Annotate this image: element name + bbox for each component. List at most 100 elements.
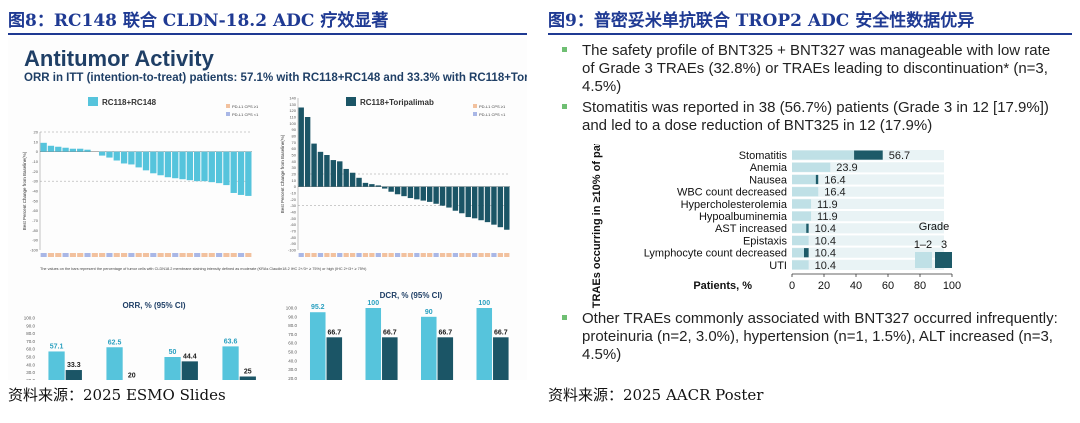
cps-marker [504,253,510,257]
cps-marker [106,253,113,257]
waterfall-bar [298,107,304,187]
legend-title: Grade [919,221,950,233]
cps-marker [459,253,465,257]
legend-swatch [346,97,356,106]
data-label: 100 [478,300,490,307]
tick-label: -100 [30,248,39,253]
legend-label: 1–2 [914,239,932,251]
grouped-bar [48,351,65,380]
tick-label: -70 [32,218,39,223]
legend-label: RC118+RC148 [102,98,157,107]
antitumor-slide: Antitumor Activity ORR in ITT (intention… [8,38,527,380]
mini-legend-swatch [473,104,477,108]
data-label: 57.1 [50,343,64,350]
left-source: 资料来源：2025 ESMO Slides [8,386,226,404]
cps-marker [394,253,401,257]
right-title-rule [548,33,1072,35]
grouped-bar [239,376,256,380]
grouped-bar [222,346,239,380]
grouped-bar [493,337,509,380]
category-label: Epistaxis [743,235,788,247]
grade3-bar [806,223,809,233]
tick-label: -70 [290,229,297,234]
waterfall-bar [317,151,324,187]
safety-poster: The safety profile of BNT325 + BNT327 wa… [548,38,1072,380]
category-label: AST increased [715,223,787,235]
grade12-bar [792,162,831,172]
total-label: 10.4 [815,260,836,272]
row-background [792,235,944,246]
tick-label: 50 [292,153,297,158]
tick-label: 40 [292,159,297,164]
cps-marker [362,253,369,257]
cps-marker [55,253,62,257]
chart-title: DCR, % (95% CI) [380,291,443,300]
data-label: 66.7 [327,329,341,336]
waterfall-bar [484,186,491,223]
cps-marker [375,253,381,257]
bullet-square-icon [562,315,567,320]
grade3-bar [815,174,819,185]
grade12-bar [792,150,855,160]
tick-label: 70.0 [26,339,35,344]
slide-footnote: The values on the bars represent the per… [40,267,367,271]
left-title-rule [8,33,527,35]
row-background [792,186,944,197]
legend-swatch [88,97,98,106]
tick-label: 0 [36,149,39,154]
cps-marker [40,253,47,257]
tick-label: 0 [294,184,297,189]
tick-label: 120 [289,108,296,113]
cps-marker [201,253,208,257]
waterfall-bar [471,186,478,219]
waterfall-bar [504,186,510,230]
cps-marker [472,253,478,257]
grouped-bar [382,337,398,380]
tick-label: 50.0 [26,355,35,360]
grade12-bar [792,223,807,233]
waterfall-bar [311,143,317,187]
data-label: 20 [128,372,136,379]
y-axis-label: Best Percent Change from Baseline(%) [22,151,27,230]
grouped-bar [420,316,437,380]
total-label: 10.4 [815,223,836,235]
cps-marker [47,253,55,257]
cps-marker [77,253,84,257]
cps-marker [164,253,171,257]
mini-legend-label: PD-L1 CPS <1 [232,112,259,117]
bullet-square-icon [562,47,567,52]
tick-label: 10 [292,178,297,183]
waterfall-bar [420,186,426,201]
waterfall-bar [106,151,113,158]
grade12-bar [792,248,804,258]
cps-marker [172,253,179,257]
mini-legend-label: PD-L1 CPS ≥1 [479,104,506,109]
cps-marker [311,253,317,257]
grade12-bar [792,260,809,270]
slide-subtitle: ORR in ITT (intention-to-treat) patients… [24,72,527,84]
legend-swatch-grade3 [935,252,952,268]
data-label: 33.3 [67,362,81,369]
tick-label: -50 [290,216,297,221]
bullet-text: Stomatitis was reported in 38 (56.7%) pa… [582,99,1049,134]
tick-label: 60 [882,280,894,292]
tick-label: -30 [290,203,297,208]
legend-swatch-grade12 [915,252,932,268]
cps-marker [324,253,330,257]
waterfall-bar [69,148,77,152]
tick-label: 10 [34,139,39,144]
left-figure-title: 图8：RC148 联合 CLDN-18.2 ADC 疗效显著 [8,11,389,31]
cps-marker [305,253,311,257]
total-label: 11.9 [817,211,838,223]
cps-marker [62,253,69,257]
waterfall-bar [62,147,69,152]
waterfall-bar [356,177,362,187]
tick-label: 130 [289,102,296,107]
tick-label: 80 [292,134,297,139]
grade12-bar [792,235,809,246]
bullet-square-icon [562,104,567,109]
data-label: 90 [425,309,433,316]
cps-marker [84,253,91,257]
slide-title: Antitumor Activity [24,46,214,71]
data-label: 66.7 [438,329,452,336]
